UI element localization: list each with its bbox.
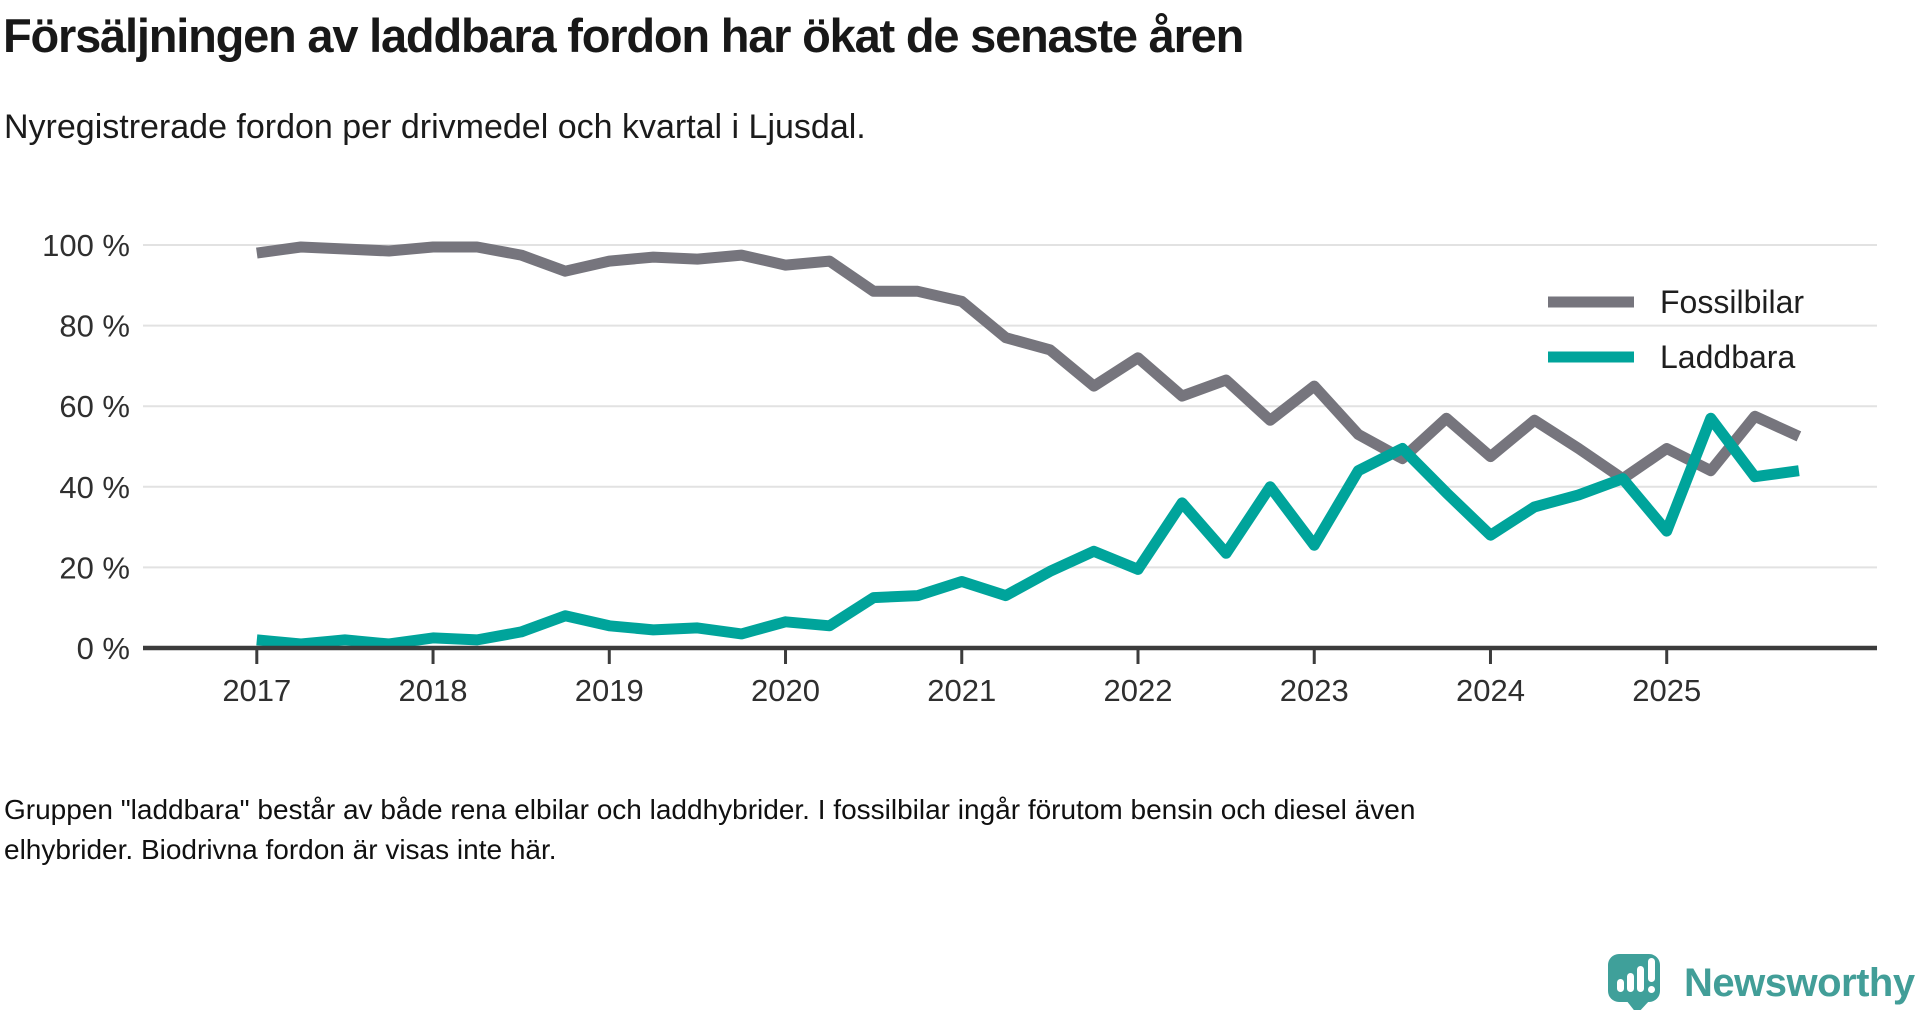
page-subtitle: Nyregistrerade fordon per drivmedel och … (4, 108, 866, 146)
series-line-laddbara (256, 412, 1800, 650)
x-axis-label-2023: 2023 (1280, 673, 1349, 708)
footnote-line-2: elhybrider. Biodrivna fordon är visas in… (4, 834, 557, 865)
newsworthy-logo-text: Newsworthy (1684, 960, 1915, 1005)
y-axis-label-80: 80 % (59, 309, 130, 344)
x-axis-label-2020: 2020 (751, 673, 820, 708)
x-axis-label-2025: 2025 (1632, 673, 1701, 708)
x-axis-label-2022: 2022 (1104, 673, 1173, 708)
series-line-fossilbilar (256, 241, 1802, 485)
y-axis-label-60: 60 % (59, 389, 130, 424)
legend-label-fossilbilar: Fossilbilar (1660, 284, 1804, 320)
x-axis-label-2017: 2017 (222, 673, 291, 708)
x-axis-label-2019: 2019 (575, 673, 644, 708)
footnote-line-1: Gruppen "laddbara" består av både rena e… (4, 794, 1416, 825)
footnote: Gruppen "laddbara" består av både rena e… (4, 790, 1415, 870)
y-axis-label-20: 20 % (59, 550, 130, 585)
y-axis-label-0: 0 % (77, 631, 130, 666)
newsworthy-speech-bubble-bar-chart-icon (1608, 954, 1660, 1010)
x-axis-label-2024: 2024 (1456, 673, 1525, 708)
newsworthy-logo: Newsworthy (1606, 950, 1915, 1010)
y-axis-label-40: 40 % (59, 470, 130, 505)
legend-label-laddbara: Laddbara (1660, 339, 1795, 375)
page-title: Försäljningen av laddbara fordon har öka… (3, 9, 1244, 62)
x-axis-label-2018: 2018 (399, 673, 468, 708)
y-axis-label-100: 100 % (42, 228, 130, 263)
x-axis-label-2021: 2021 (927, 673, 996, 708)
